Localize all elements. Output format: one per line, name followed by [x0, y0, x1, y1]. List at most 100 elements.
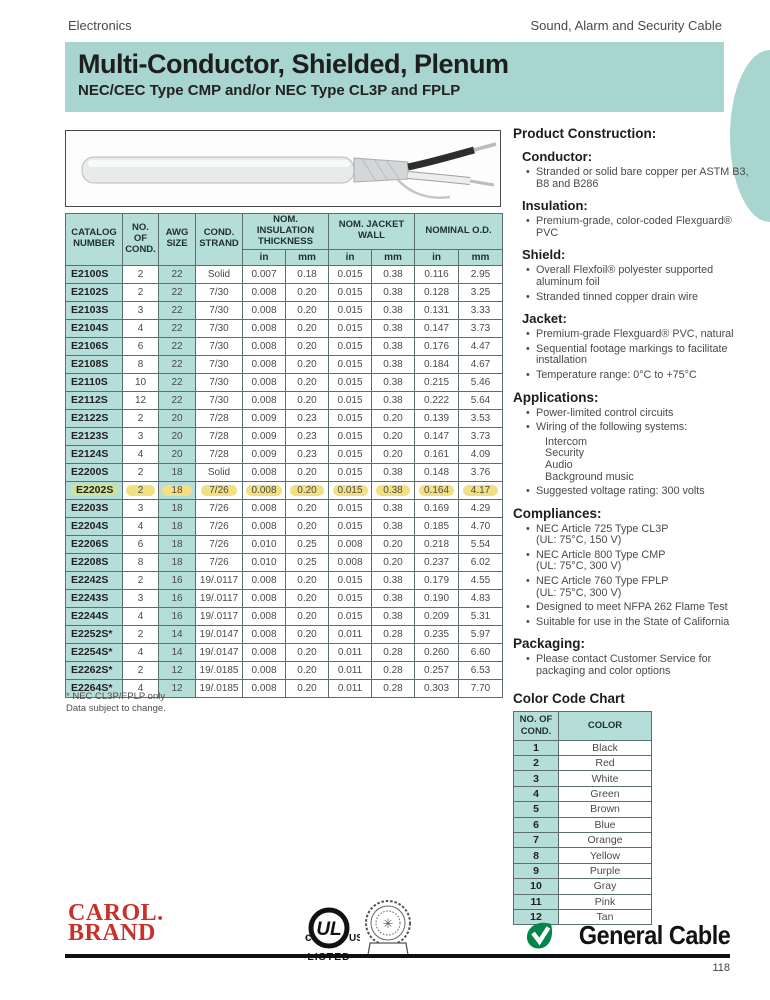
cell-value: 0.008 — [251, 520, 277, 532]
spec-cell: 0.015 — [328, 372, 373, 392]
page-number: 118 — [712, 962, 730, 974]
spec-table-row: E2262S* 2 12 19/.0185 0.008 0.20 0.011 0.28 0.25… — [65, 660, 504, 680]
spec-cell: 3.76 — [458, 462, 504, 482]
sidebar-heading: Conductor: — [522, 149, 593, 164]
cell-value: 0.015 — [337, 304, 363, 316]
sidebar-heading: Applications: — [513, 389, 599, 405]
color-name-cell: Gray — [558, 878, 652, 895]
cell-value: 5.97 — [470, 628, 491, 640]
spec-table-row: E2244S 4 16 19/.0117 0.008 0.20 0.015 0.38 0.209… — [65, 606, 504, 626]
bullet-subitem: Security — [545, 447, 585, 460]
sidebar-bullet: • Suggested voltage rating: 300 volts — [513, 485, 750, 498]
cell-value: E2110S — [71, 376, 108, 389]
cell-value: 4.55 — [470, 574, 491, 586]
spec-cell: Solid — [195, 462, 243, 482]
spec-cell: 0.008 — [242, 480, 286, 500]
cell-value: 6.60 — [470, 646, 491, 658]
catalog-number-cell: E2124S — [65, 444, 123, 464]
cell-value: 0.18 — [297, 268, 317, 280]
color-chart-row: 6 Blue — [513, 816, 652, 833]
spec-cell: 0.28 — [371, 642, 416, 662]
cell-value: 0.20 — [297, 592, 317, 604]
spec-cell: 2 — [122, 408, 159, 428]
bullet-text: Premium-grade, color-coded Flexguard® PV… — [536, 215, 750, 239]
cell-value: 0.116 — [424, 268, 449, 280]
cell-value: 22 — [171, 268, 183, 280]
cell-value: 3 — [137, 430, 144, 442]
spec-cell: 0.009 — [242, 426, 286, 446]
cell-value: 2 — [137, 574, 144, 586]
spec-cell: 0.38 — [371, 588, 416, 608]
spec-cell: 0.164 — [414, 480, 460, 500]
cell-value: 0.011 — [337, 682, 363, 694]
spec-cell: 0.008 — [242, 354, 286, 374]
cell-value: 4 — [137, 610, 144, 622]
sidebar-bullet: • Temperature range: 0°C to +75°C — [513, 369, 750, 382]
cell-value: 0.38 — [383, 610, 403, 622]
spec-cell: 0.116 — [414, 264, 460, 284]
spec-cell: 0.38 — [371, 336, 416, 356]
catalog-number-cell: E2106S — [65, 336, 123, 356]
cell-value: 18 — [171, 538, 183, 550]
subcol-in: in — [414, 248, 460, 266]
spec-cell: 0.008 — [328, 534, 373, 554]
spec-cell: 0.20 — [284, 606, 330, 626]
spec-cell: 4 — [122, 318, 159, 338]
cell-value: 0.015 — [337, 340, 363, 352]
bullet-line: Sequential footage markings to facilitat… — [536, 342, 728, 367]
spec-cell: 2 — [122, 264, 159, 284]
cell-value: 4 — [137, 448, 144, 460]
spec-cell: 0.20 — [284, 462, 330, 482]
spec-cell: 0.015 — [328, 282, 373, 302]
spec-cell: 0.20 — [284, 354, 330, 374]
spec-cell: 0.015 — [328, 354, 373, 374]
cell-value: 0.38 — [383, 502, 403, 514]
cell-value: 0.009 — [251, 448, 277, 460]
catalog-number-cell: E2122S — [65, 408, 123, 428]
cell-value: 0.303 — [424, 682, 450, 694]
svg-text:UL: UL — [316, 919, 341, 940]
spec-cell: 0.38 — [371, 498, 416, 518]
cell-value: 22 — [171, 322, 183, 334]
bullet-note: (UL: 75°C, 300 V) — [536, 560, 622, 573]
catalog-number-cell: E2242S — [65, 570, 123, 590]
spec-cell: 0.20 — [284, 372, 330, 392]
catalog-number-cell: E2123S — [65, 426, 123, 446]
spec-cell: 0.015 — [328, 300, 373, 320]
cell-value: 0.38 — [383, 268, 403, 280]
spec-cell: 7/30 — [195, 390, 243, 410]
cond-count-cell: 2 — [513, 755, 559, 772]
cell-value: E2123S — [71, 430, 109, 443]
carol-brand-logo: CAROL. BRAND — [68, 901, 164, 945]
spec-cell: 0.011 — [328, 642, 373, 662]
spec-cell: 0.38 — [371, 318, 416, 338]
cell-value: 0.015 — [337, 268, 363, 280]
cond-count-cell: 11 — [513, 893, 559, 910]
catalog-number-cell: E2200S — [65, 462, 123, 482]
cell-value: 0.260 — [424, 646, 450, 658]
cond-count-cell: 3 — [513, 770, 559, 787]
spec-cell: 7/26 — [195, 534, 243, 554]
cell-value: 4 — [137, 322, 144, 334]
spec-cell: 7/26 — [195, 516, 243, 536]
cell-value: 0.161 — [424, 448, 450, 460]
spec-cell: 0.38 — [371, 354, 416, 374]
spec-cell: 0.015 — [328, 498, 373, 518]
bullet-dot-icon: • — [526, 406, 530, 419]
cell-value: 0.20 — [297, 322, 317, 334]
spec-cell: 4 — [122, 516, 159, 536]
cell-value: 0.23 — [297, 430, 317, 442]
spec-cell: 4 — [122, 606, 159, 626]
spec-cell: 22 — [158, 354, 196, 374]
cell-value: 3.76 — [470, 466, 491, 478]
spec-cell: 0.20 — [371, 534, 416, 554]
cell-value: 0.20 — [383, 538, 403, 550]
cell-value: 7/26 — [209, 502, 229, 514]
spec-cell: 7/28 — [195, 444, 243, 464]
spec-cell: 22 — [158, 300, 196, 320]
cell-value: 0.190 — [424, 592, 450, 604]
cell-value: 2 — [137, 268, 144, 280]
color-chart-row: 1 Black — [513, 739, 652, 757]
cell-value: 5.54 — [470, 538, 491, 550]
spec-cell: 0.20 — [371, 552, 416, 572]
